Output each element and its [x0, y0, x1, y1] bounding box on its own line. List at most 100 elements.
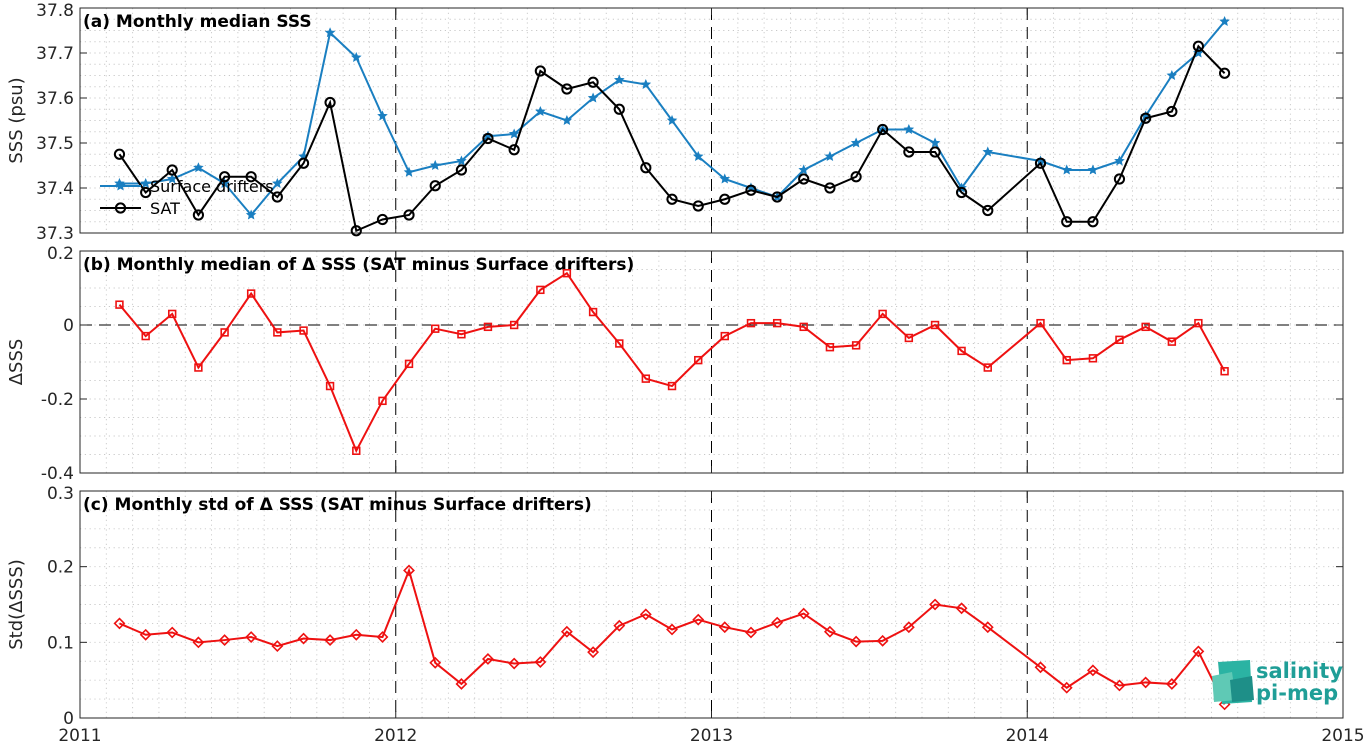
data-point — [771, 616, 784, 629]
data-point — [692, 200, 704, 212]
data-point — [113, 617, 126, 630]
x-tick-label: 2011 — [58, 726, 101, 745]
data-point — [482, 653, 494, 665]
data-point — [429, 180, 441, 192]
data-point — [245, 631, 258, 643]
data-point — [1114, 155, 1125, 166]
data-point — [1220, 367, 1229, 376]
data-point — [639, 608, 652, 621]
y-tick-label: 37.7 — [36, 44, 74, 64]
data-point — [1192, 645, 1205, 658]
y-tick-label: -0.2 — [41, 390, 74, 410]
data-point — [614, 74, 625, 85]
data-point — [772, 318, 782, 328]
data-point — [929, 598, 941, 611]
series-0 — [113, 564, 1231, 711]
data-point — [535, 105, 546, 116]
data-point — [850, 171, 862, 183]
data-point — [615, 339, 624, 348]
plot-area — [80, 491, 1343, 718]
logo-shape — [1230, 676, 1254, 702]
data-point — [797, 607, 810, 620]
data-point — [534, 65, 546, 77]
data-point — [904, 333, 914, 343]
data-point — [823, 625, 836, 638]
data-point — [1060, 681, 1073, 694]
data-point — [1167, 337, 1177, 346]
data-point — [1034, 661, 1047, 674]
data-point — [324, 634, 337, 646]
data-point — [851, 341, 861, 350]
data-point — [640, 78, 652, 89]
data-point — [902, 621, 915, 634]
data-point — [1061, 216, 1073, 228]
y-tick-label: -0.4 — [41, 464, 74, 484]
data-point — [613, 619, 626, 632]
data-point — [850, 635, 863, 648]
logo-shape — [1212, 672, 1236, 702]
y-axis-label: ΔSSS — [6, 339, 27, 386]
x-tick-label: 2013 — [690, 726, 733, 745]
data-point — [273, 328, 282, 337]
series-0 — [115, 268, 1229, 455]
y-tick-label: 0.1 — [47, 633, 74, 653]
data-point — [1088, 354, 1098, 363]
data-point — [299, 326, 308, 335]
data-point — [718, 621, 731, 634]
panel-title: (b) Monthly median of Δ SSS (SAT minus S… — [83, 255, 634, 275]
data-point — [1086, 664, 1099, 677]
data-point — [981, 621, 994, 634]
data-point — [403, 166, 415, 177]
data-point — [113, 148, 126, 160]
data-point — [218, 634, 231, 646]
data-point — [271, 640, 284, 653]
data-point — [378, 396, 387, 406]
data-point — [666, 193, 678, 205]
data-point — [1165, 678, 1178, 690]
y-tick-label: 0.3 — [47, 484, 74, 504]
data-point — [719, 193, 731, 205]
data-point — [955, 186, 968, 199]
y-tick-label: 0.2 — [47, 558, 74, 578]
data-point — [1139, 676, 1152, 689]
data-point — [194, 363, 203, 372]
data-point — [745, 184, 757, 196]
logo-text: pi-mep — [1256, 681, 1338, 705]
data-point — [377, 110, 388, 121]
data-point — [1194, 318, 1203, 328]
data-point — [272, 177, 283, 188]
data-point — [219, 171, 231, 183]
data-point — [666, 623, 678, 636]
data-point — [694, 355, 703, 365]
data-point — [903, 146, 915, 158]
data-point — [720, 331, 729, 341]
y-tick-label: 37.8 — [36, 1, 74, 21]
data-point — [1113, 679, 1126, 692]
data-point — [1192, 40, 1204, 52]
data-point — [771, 191, 783, 203]
data-point — [692, 613, 705, 626]
x-tick-label: 2015 — [1321, 726, 1364, 745]
data-point — [1219, 15, 1230, 26]
data-point — [166, 164, 178, 176]
data-point — [508, 657, 521, 670]
data-point — [1166, 69, 1178, 80]
legend-marker — [115, 180, 126, 191]
data-point — [508, 144, 520, 156]
y-axis-label: Std(ΔSSS) — [6, 559, 27, 650]
data-point — [245, 209, 257, 220]
data-point — [746, 318, 756, 328]
data-point — [166, 626, 179, 639]
data-point — [957, 346, 966, 356]
data-point — [929, 146, 941, 158]
data-point — [587, 76, 599, 88]
data-point — [1087, 164, 1099, 175]
data-point — [403, 564, 415, 577]
data-point — [455, 678, 468, 690]
data-point — [297, 632, 310, 645]
data-point — [1036, 318, 1045, 328]
data-point — [482, 132, 494, 145]
data-point — [352, 446, 361, 455]
data-point — [192, 209, 205, 221]
